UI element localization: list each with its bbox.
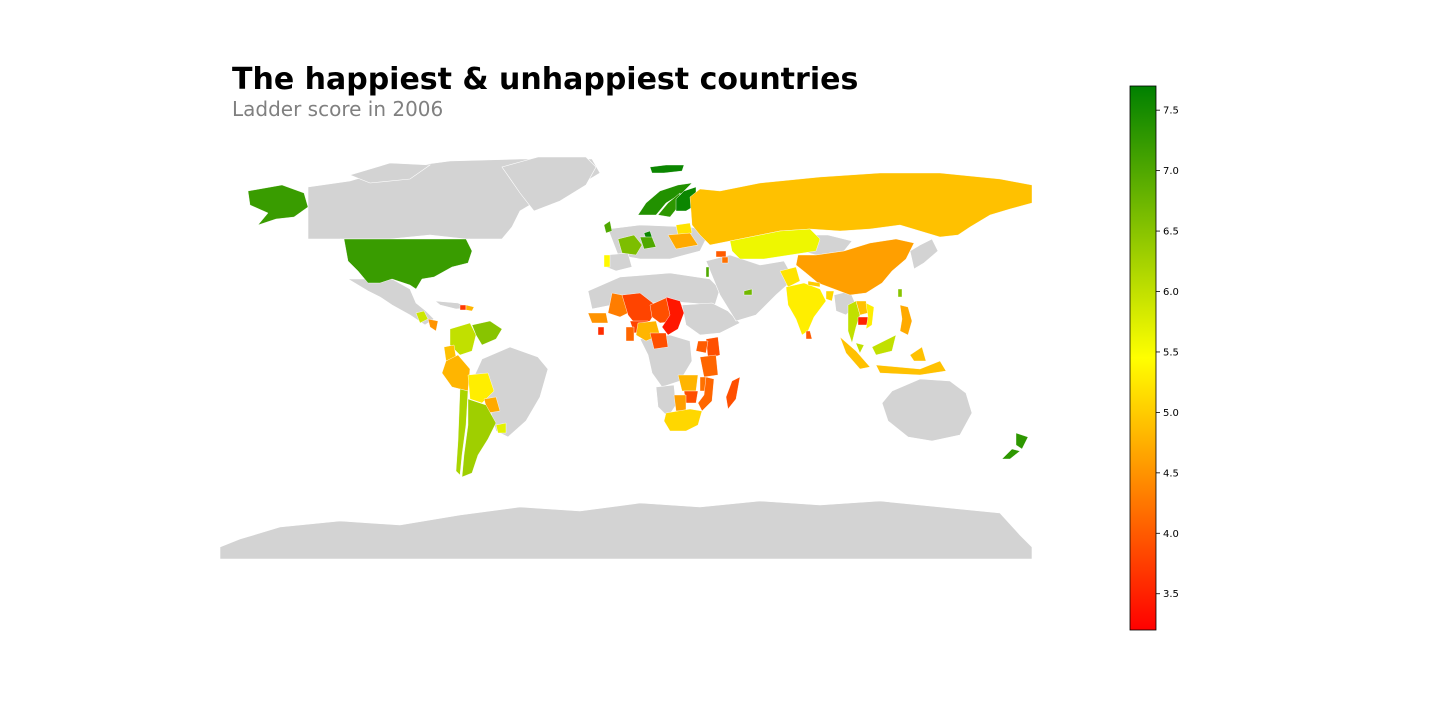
region-france	[617, 234, 643, 256]
colorbar-tick-label: 4.5	[1163, 468, 1179, 479]
colorbar-tick-label: 5.5	[1163, 347, 1179, 358]
region-bangladesh	[825, 290, 835, 302]
region-philippines	[899, 304, 913, 336]
region-mali	[621, 292, 659, 326]
region-venezuela	[471, 320, 503, 346]
region-botswana	[673, 394, 687, 412]
colorbar-ticks: 7.5 7.0 6.5 6.0 5.5 5.0 4.5 4.0 3.5	[1156, 106, 1179, 600]
region-cambodia	[857, 316, 869, 326]
region-uae	[743, 288, 753, 296]
region-malaysia	[855, 334, 897, 356]
region-ukraine	[667, 232, 699, 250]
region-mauritania	[607, 292, 633, 318]
region-bolivia	[467, 372, 495, 404]
colorbar-tick-label: 6.5	[1163, 227, 1179, 238]
region-ghana	[625, 326, 635, 342]
colorbar-tick-label: 6.0	[1163, 287, 1179, 298]
chart-subtitle: Ladder score in 2006	[232, 97, 444, 121]
region-united-kingdom	[603, 220, 613, 234]
region-portugal	[603, 254, 611, 268]
region-senegal	[587, 312, 609, 324]
region-china	[795, 238, 915, 296]
land-greenland	[501, 156, 597, 212]
region-cameroon	[649, 332, 669, 350]
world-map	[220, 156, 1032, 559]
region-uganda	[695, 340, 709, 354]
region-sierra-leone	[597, 326, 605, 336]
region-madagascar	[725, 376, 741, 410]
region-pakistan	[779, 266, 801, 288]
region-alaska	[247, 184, 309, 226]
land-horn-africa	[681, 302, 741, 336]
region-united-states	[343, 238, 473, 290]
region-russia	[689, 172, 1032, 246]
region-uruguay	[495, 422, 507, 434]
region-nepal	[807, 280, 821, 288]
region-georgia	[715, 250, 727, 258]
region-colombia	[449, 322, 477, 356]
region-south-africa	[663, 408, 703, 432]
region-germany	[639, 236, 657, 250]
chart-title: The happiest & unhappiest countries	[232, 62, 859, 97]
region-norway	[637, 182, 693, 216]
region-new-zealand	[1001, 432, 1029, 460]
region-iceland	[649, 164, 685, 174]
colorbar: 7.5 7.0 6.5 6.0 5.5 5.0 4.5 4.0 3.5	[1129, 85, 1179, 631]
land-australia	[881, 378, 973, 442]
region-dominican-republic	[465, 304, 475, 312]
region-chad	[661, 296, 685, 336]
region-chile	[455, 388, 469, 476]
region-kenya	[705, 336, 721, 360]
colorbar-gradient	[1129, 85, 1157, 631]
region-tanzania	[699, 354, 719, 378]
countries-with-data	[247, 164, 1032, 478]
land-canadian-islands	[349, 162, 431, 184]
colorbar-tick-label: 7.5	[1163, 106, 1179, 117]
region-sri-lanka	[805, 330, 813, 340]
base-land	[220, 156, 1032, 559]
colorbar-tick-label: 3.5	[1163, 589, 1179, 600]
land-middle-east	[705, 254, 795, 322]
land-southwest-africa	[655, 384, 677, 418]
region-belarus	[675, 222, 693, 236]
region-argentina	[461, 398, 497, 478]
colorbar-tick-label: 7.0	[1163, 166, 1179, 177]
region-armenia	[721, 256, 729, 264]
region-vietnam	[865, 302, 875, 330]
region-israel	[705, 266, 710, 278]
region-zambia	[677, 374, 699, 392]
colorbar-tick-label: 4.0	[1163, 529, 1179, 540]
region-haiti	[459, 304, 467, 311]
region-taiwan	[897, 288, 903, 298]
land-antarctica	[220, 500, 1032, 559]
region-nicaragua	[427, 318, 439, 332]
colorbar-tick-label: 5.0	[1163, 408, 1179, 419]
region-india	[785, 282, 827, 336]
land-korea-japan	[909, 238, 939, 270]
region-indonesia	[839, 336, 947, 376]
region-kazakhstan	[729, 228, 821, 260]
